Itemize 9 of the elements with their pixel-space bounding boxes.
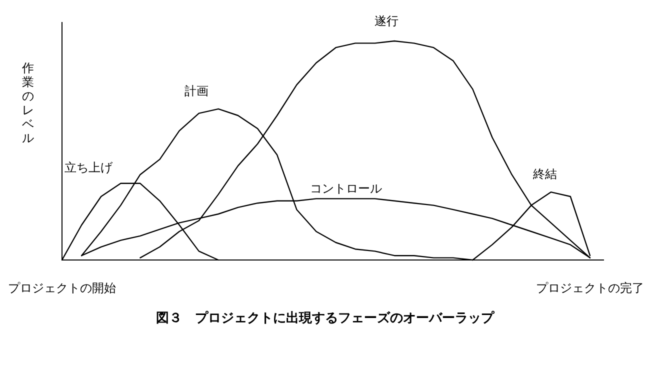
y-axis-title: 作業のレベル (21, 61, 34, 145)
series-label: 立ち上げ (64, 160, 114, 174)
series-label: 計画 (184, 84, 208, 98)
series-label: 終結 (532, 167, 557, 182)
x-tick-label: プロジェクトの完了 (536, 281, 644, 295)
text: 図３ プロジェクトに出現するフェーズのオーバーラップ (156, 310, 495, 326)
series-label: コントロール (310, 182, 382, 196)
series-label: 遂行 (374, 14, 398, 28)
x-tick-label: プロジェクトの開始 (8, 281, 116, 295)
